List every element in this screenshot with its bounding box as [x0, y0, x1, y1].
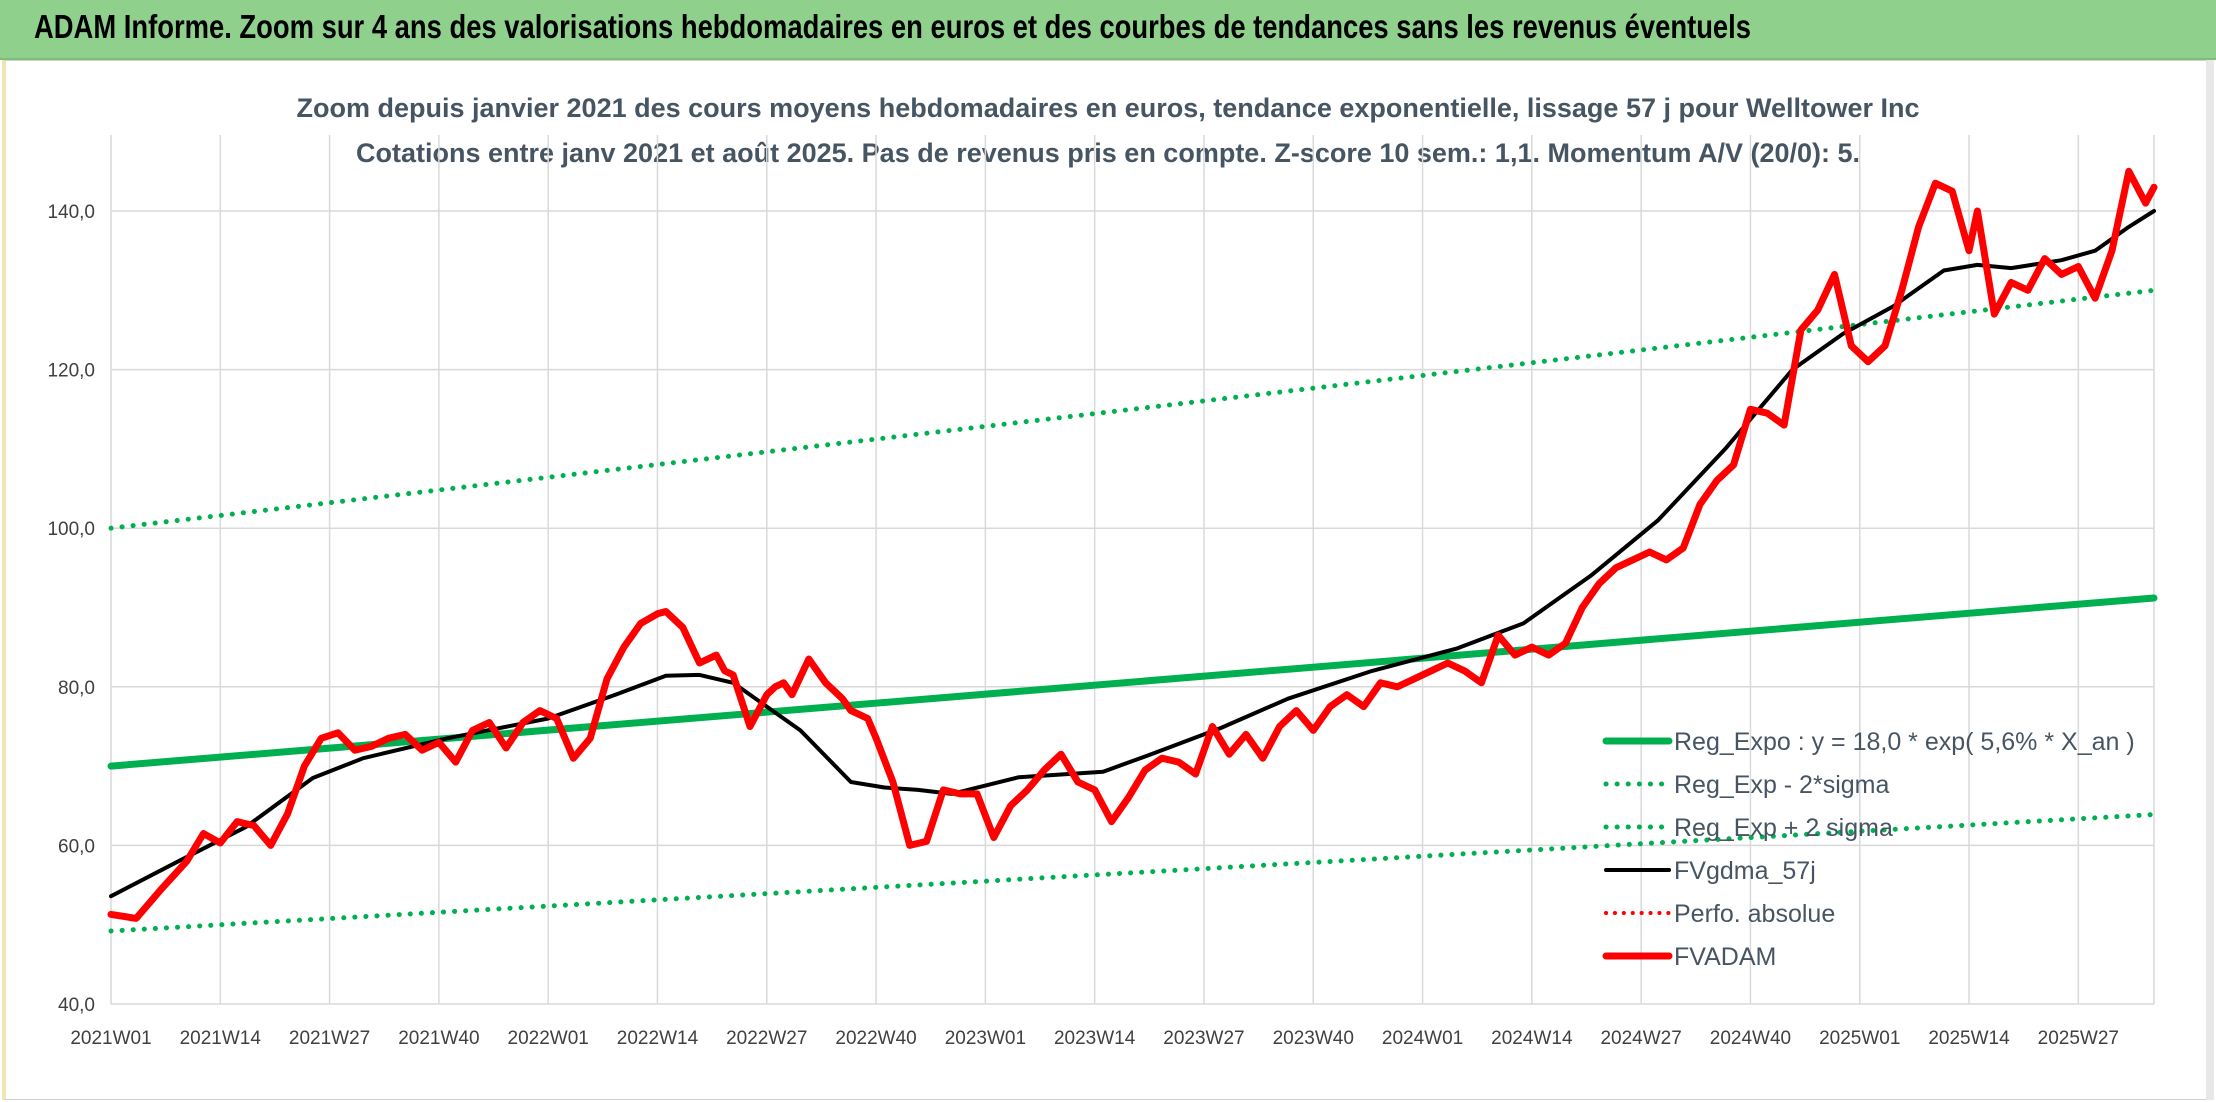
y-tick-label: 60,0: [58, 836, 95, 857]
series-line-3: [109, 209, 2156, 899]
legend-entry: Reg_Expo : y = 18,0 * exp( 5,6% * X_an ): [1674, 728, 2135, 756]
frame-right-edge: [2206, 60, 2214, 1100]
x-tick-label: 2023W40: [1273, 1028, 1354, 1049]
report-title: ADAM Informe. Zoom sur 4 ans des valoris…: [34, 8, 1752, 45]
x-tick-label: 2023W01: [945, 1028, 1026, 1049]
x-tick-label: 2021W14: [180, 1028, 262, 1049]
x-tick-label: 2024W01: [1382, 1028, 1463, 1049]
y-axis: 40,0 60,0 80,0 100,0 120,0 140,0: [47, 202, 95, 1016]
series-line-1: [108, 812, 2157, 934]
x-axis: 2021W01 2021W14 2021W27 2021W40 2022W01 2022W…: [70, 1028, 2119, 1049]
x-tick-label: 2024W27: [1600, 1028, 1681, 1049]
x-tick-label: 2023W27: [1163, 1028, 1244, 1049]
legend-entry: Reg_Exp - 2*sigma: [1674, 771, 1889, 799]
x-tick-label: 2022W01: [508, 1028, 589, 1049]
x-tick-label: 2025W27: [2038, 1028, 2119, 1049]
y-tick-label: 40,0: [58, 995, 95, 1016]
y-tick-label: 140,0: [47, 202, 95, 223]
x-tick-label: 2021W40: [398, 1028, 479, 1049]
gridlines: [110, 135, 2155, 1005]
y-tick-label: 80,0: [58, 678, 95, 699]
x-tick-label: 2022W40: [835, 1028, 916, 1049]
x-tick-label: 2025W14: [1928, 1028, 2010, 1049]
x-tick-label: 2023W14: [1054, 1028, 1136, 1049]
chart-title: Zoom depuis janvier 2021 des cours moyen…: [296, 93, 1919, 123]
series-lines: [107, 167, 2158, 934]
legend-entry: Reg_Exp + 2 sigma: [1674, 814, 1893, 842]
chart-subtitle: Cotations entre janv 2021 et août 2025. …: [356, 138, 1860, 168]
x-tick-label: 2024W14: [1491, 1028, 1573, 1049]
x-tick-label: 2024W40: [1710, 1028, 1791, 1049]
x-tick-label: 2021W01: [70, 1028, 151, 1049]
title-banner: ADAM Informe. Zoom sur 4 ans des valoris…: [0, 0, 2216, 60]
y-tick-label: 100,0: [47, 519, 95, 540]
x-tick-label: 2025W01: [1819, 1028, 1900, 1049]
x-tick-label: 2021W27: [289, 1028, 370, 1049]
legend-entry: FVADAM: [1674, 943, 1776, 971]
series-line-5: [107, 167, 2158, 922]
x-tick-label: 2022W27: [726, 1028, 807, 1049]
legend-entry: Perfo. absolue: [1674, 900, 1835, 928]
legend-entry: FVgdma_57j: [1674, 857, 1816, 885]
legend: Reg_Expo : y = 18,0 * exp( 5,6% * X_an )…: [1602, 728, 2135, 971]
x-tick-label: 2022W14: [617, 1028, 699, 1049]
series-line-2: [108, 287, 2157, 531]
y-tick-label: 120,0: [47, 361, 95, 382]
